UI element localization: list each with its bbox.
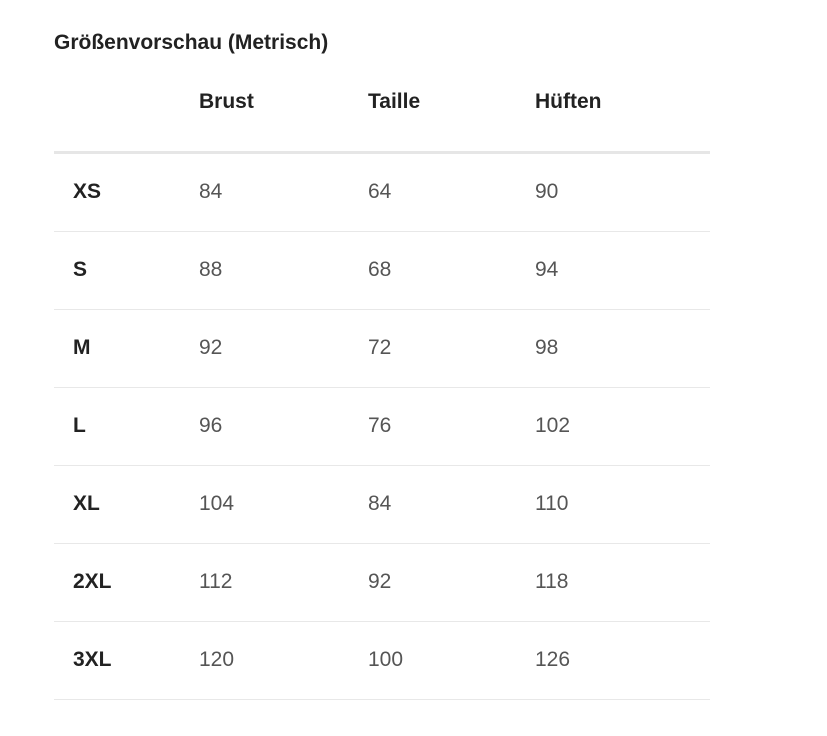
cell-hueften: 94 xyxy=(535,231,710,310)
table-row: L 96 76 102 xyxy=(54,387,710,466)
table-row: XL 104 84 110 xyxy=(54,465,710,544)
cell-taille: 100 xyxy=(368,621,535,700)
column-header-size xyxy=(54,78,199,154)
cell-taille: 76 xyxy=(368,387,535,466)
cell-hueften: 90 xyxy=(535,152,710,232)
cell-taille: 68 xyxy=(368,231,535,310)
cell-hueften: 118 xyxy=(535,543,710,622)
cell-brust: 92 xyxy=(199,309,368,388)
cell-hueften: 110 xyxy=(535,465,710,544)
table-row: 3XL 120 100 126 xyxy=(54,621,710,700)
cell-brust: 120 xyxy=(199,621,368,700)
cell-size: M xyxy=(54,309,199,388)
header-row: Brust Taille Hüften xyxy=(54,78,710,154)
table-row: S 88 68 94 xyxy=(54,231,710,310)
page-title: Größenvorschau (Metrisch) xyxy=(54,31,329,54)
cell-size: 3XL xyxy=(54,621,199,700)
column-header-hueften: Hüften xyxy=(535,78,710,154)
column-header-brust: Brust xyxy=(199,78,368,154)
cell-brust: 104 xyxy=(199,465,368,544)
size-chart-table: Brust Taille Hüften XS 84 64 90 S 88 68 94 M 92 72… xyxy=(54,78,710,700)
cell-size: L xyxy=(54,387,199,466)
cell-taille: 84 xyxy=(368,465,535,544)
cell-hueften: 98 xyxy=(535,309,710,388)
cell-size: S xyxy=(54,231,199,310)
cell-brust: 112 xyxy=(199,543,368,622)
cell-brust: 96 xyxy=(199,387,368,466)
cell-taille: 64 xyxy=(368,152,535,232)
table-row: M 92 72 98 xyxy=(54,309,710,388)
cell-taille: 92 xyxy=(368,543,535,622)
cell-hueften: 126 xyxy=(535,621,710,700)
table-row: XS 84 64 90 xyxy=(54,152,710,232)
cell-brust: 84 xyxy=(199,152,368,232)
cell-size: XL xyxy=(54,465,199,544)
column-header-taille: Taille xyxy=(368,78,535,154)
cell-taille: 72 xyxy=(368,309,535,388)
cell-size: XS xyxy=(54,152,199,232)
cell-hueften: 102 xyxy=(535,387,710,466)
table-row: 2XL 112 92 118 xyxy=(54,543,710,622)
cell-brust: 88 xyxy=(199,231,368,310)
cell-size: 2XL xyxy=(54,543,199,622)
